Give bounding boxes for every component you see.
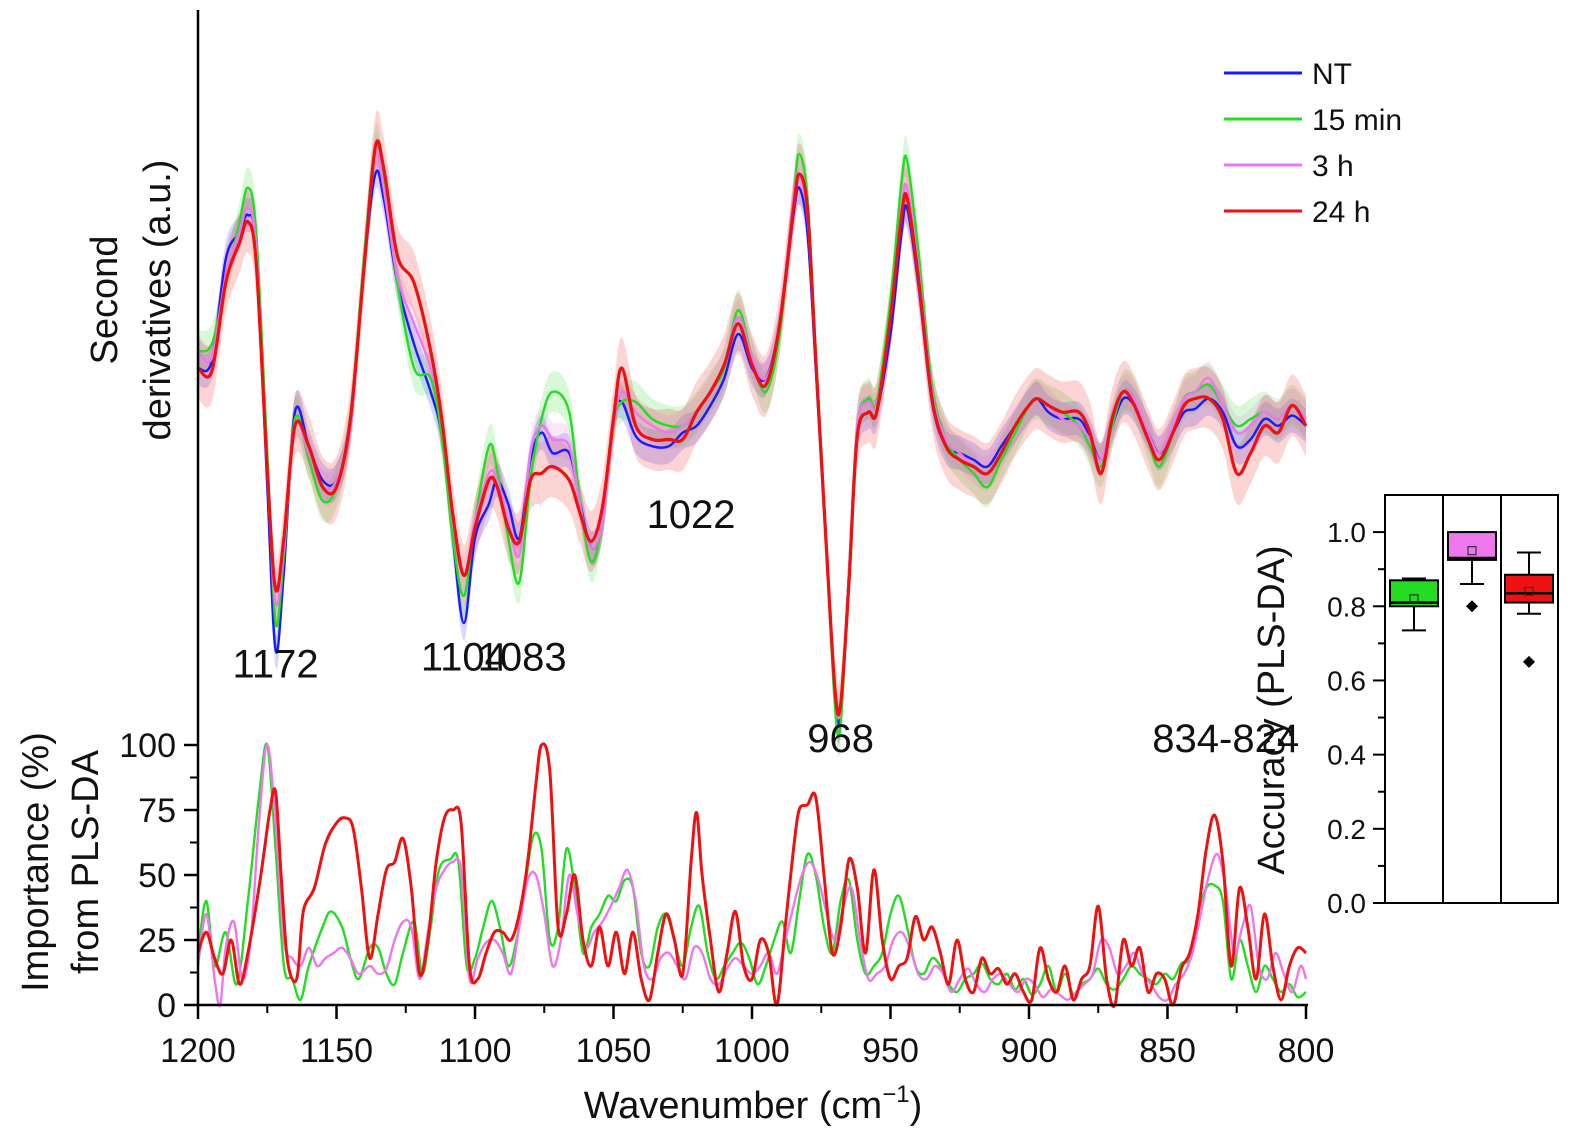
bottom-y-title-line1: Importance (%)	[15, 732, 57, 992]
bottom-y-title-line2: from PLS-DA	[65, 749, 107, 973]
outlier-marker	[1466, 600, 1478, 613]
x-tick-label-850: 850	[1139, 1032, 1196, 1070]
importance-line-15min	[196, 742, 1307, 1002]
x-tick-label-1100: 1100	[438, 1032, 511, 1070]
second-derivative-lines	[196, 139, 1308, 739]
y-tick-label-100: 100	[119, 727, 176, 765]
y-tick-label-0: 0	[157, 987, 176, 1025]
x-axis-title-sup: −1	[882, 1081, 909, 1108]
x-tick-label-1150: 1150	[300, 1032, 373, 1070]
importance-line-24h	[196, 742, 1307, 1008]
legend-label-15min: 15 min	[1312, 104, 1402, 137]
legend: NT 15 min 3 h 24 h	[1224, 58, 1402, 229]
y-tick-label-75: 75	[138, 792, 176, 830]
band-24h	[198, 110, 1306, 746]
axes	[196, 10, 1308, 1007]
x-tick-label-1000: 1000	[714, 1032, 790, 1070]
y-tick-label-50: 50	[138, 857, 176, 895]
x-tick-label-1050: 1050	[576, 1032, 652, 1070]
inset-y-tick-label: 0.6	[1327, 665, 1366, 696]
mean-marker	[1467, 546, 1477, 556]
x-tick-label-800: 800	[1278, 1032, 1335, 1070]
x-tick-label-950: 950	[862, 1032, 919, 1070]
inset-y-tick-label: 1.0	[1327, 517, 1366, 548]
inset-y-tick-label: 0.8	[1327, 591, 1366, 622]
x-axis-title-close: )	[910, 1085, 923, 1127]
mean-marker	[1409, 594, 1419, 604]
x-axis-title-main: Wavenumber (cm	[584, 1085, 882, 1127]
box-15min	[1389, 577, 1439, 632]
annotation-834-824: 834-824	[1152, 717, 1299, 761]
box-body	[1447, 531, 1497, 561]
legend-label-3h: 3 h	[1312, 150, 1354, 183]
legend-label-nt: NT	[1312, 58, 1352, 91]
top-y-title-line2: derivatives (a.u.)	[137, 160, 179, 441]
x-tick-label-1200: 1200	[160, 1032, 236, 1070]
inset-y-title: Accuracy (PLS-DA)	[1251, 545, 1293, 874]
top-y-title-line1: Second	[84, 236, 126, 365]
inset-y-tick-label: 0.2	[1327, 814, 1366, 845]
annotation-1022: 1022	[647, 493, 736, 537]
annotation-1172: 1172	[233, 642, 319, 686]
importance-lines	[196, 742, 1308, 1008]
mean-marker	[1524, 586, 1534, 597]
x-axis-title: Wavenumber (cm−1)	[584, 1081, 922, 1127]
importance-y-ticks: 0 25 50 75 100	[119, 727, 198, 1025]
box-body	[1504, 573, 1554, 604]
annotation-1083: 1083	[478, 636, 567, 680]
x-axis-ticks: 1200 1150 1100 1050 1000 950 900 850 800	[160, 1005, 1334, 1070]
outlier-marker	[1523, 655, 1535, 668]
x-tick-label-900: 900	[1001, 1032, 1058, 1070]
inset-y-tick-label: 0.0	[1327, 888, 1366, 919]
derivative-line-24h	[196, 139, 1308, 717]
inset-boxes	[1389, 531, 1554, 668]
band-15min	[198, 123, 1306, 758]
annotation-968: 968	[807, 717, 874, 761]
y-tick-label-25: 25	[138, 922, 176, 960]
annotation-1104: 1104	[421, 636, 507, 680]
inset-y-tick-label: 0.4	[1327, 740, 1366, 771]
legend-label-24h: 24 h	[1312, 196, 1370, 229]
confidence-bands	[198, 110, 1306, 758]
box-3h	[1447, 531, 1497, 613]
inset-y-ticks: 0.0 0.2 0.4 0.6 0.8 1.0	[1327, 517, 1385, 919]
accuracy-inset: 0.0 0.2 0.4 0.6 0.8 1.0 Accuracy (PLS-DA)	[1251, 494, 1559, 919]
box-24h	[1504, 551, 1554, 668]
